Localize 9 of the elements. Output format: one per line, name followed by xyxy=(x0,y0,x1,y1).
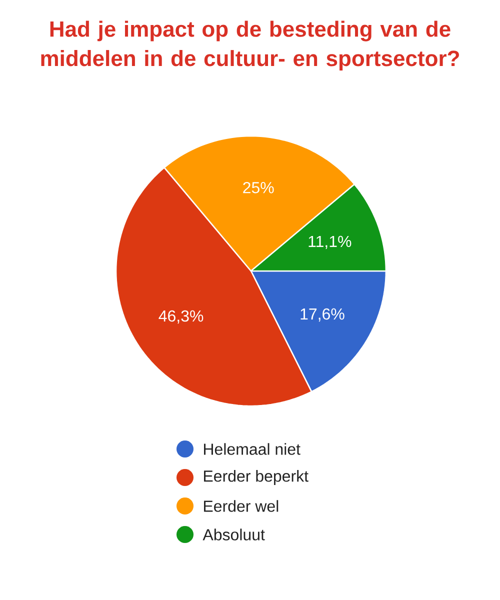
legend-label: Absoluut xyxy=(202,528,265,540)
data-label: 17,6% xyxy=(300,308,344,322)
chart-title: Had je impact op de besteding van de middelen in de cultuur- en sportsector? xyxy=(41,20,459,71)
legend-label: Helemaal niet xyxy=(204,443,300,455)
data-label: 46,3% xyxy=(158,310,204,324)
data-label: 11,1% xyxy=(308,236,352,249)
data-label: 25% xyxy=(243,182,274,194)
legend-label: Eerder wel xyxy=(204,500,278,512)
legend-label: Eerder beperkt xyxy=(204,470,308,485)
